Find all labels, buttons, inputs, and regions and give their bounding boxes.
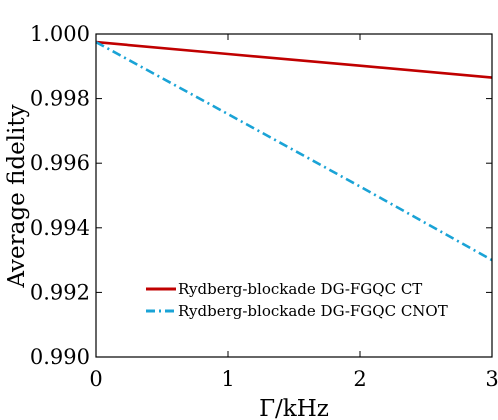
y-tick-label: 0.994: [30, 216, 90, 240]
y-axis-title: Average fidelity: [4, 104, 30, 288]
legend-label-cnot: Rydberg-blockade DG-FGQC CNOT: [178, 302, 448, 320]
y-tick-label: 0.998: [30, 87, 90, 111]
x-tick-label: 0: [89, 367, 102, 391]
x-tick-label: 2: [353, 367, 366, 391]
x-axis-title: Γ/kHz: [259, 396, 329, 420]
y-tick-label: 0.992: [30, 280, 90, 304]
series-line-1: [95, 40, 493, 79]
x-tick-label: 1: [221, 367, 234, 391]
y-tick-label: 1.000: [30, 22, 90, 46]
series-layer: [95, 40, 493, 262]
tick-layer: 0 1 2 3 0.990 0.992 0.994 0.996 0.998 1.000: [30, 22, 498, 391]
legend: Rydberg-blockade DG-FGQC CT Rydberg-bloc…: [146, 280, 448, 320]
plot-area: [96, 34, 492, 357]
y-tick-label: 0.996: [30, 151, 90, 175]
plot-frame: [95, 33, 493, 358]
x-tick-label: 3: [485, 367, 498, 391]
legend-label-ct: Rydberg-blockade DG-FGQC CT: [178, 280, 422, 298]
y-tick-label: 0.990: [30, 345, 90, 369]
